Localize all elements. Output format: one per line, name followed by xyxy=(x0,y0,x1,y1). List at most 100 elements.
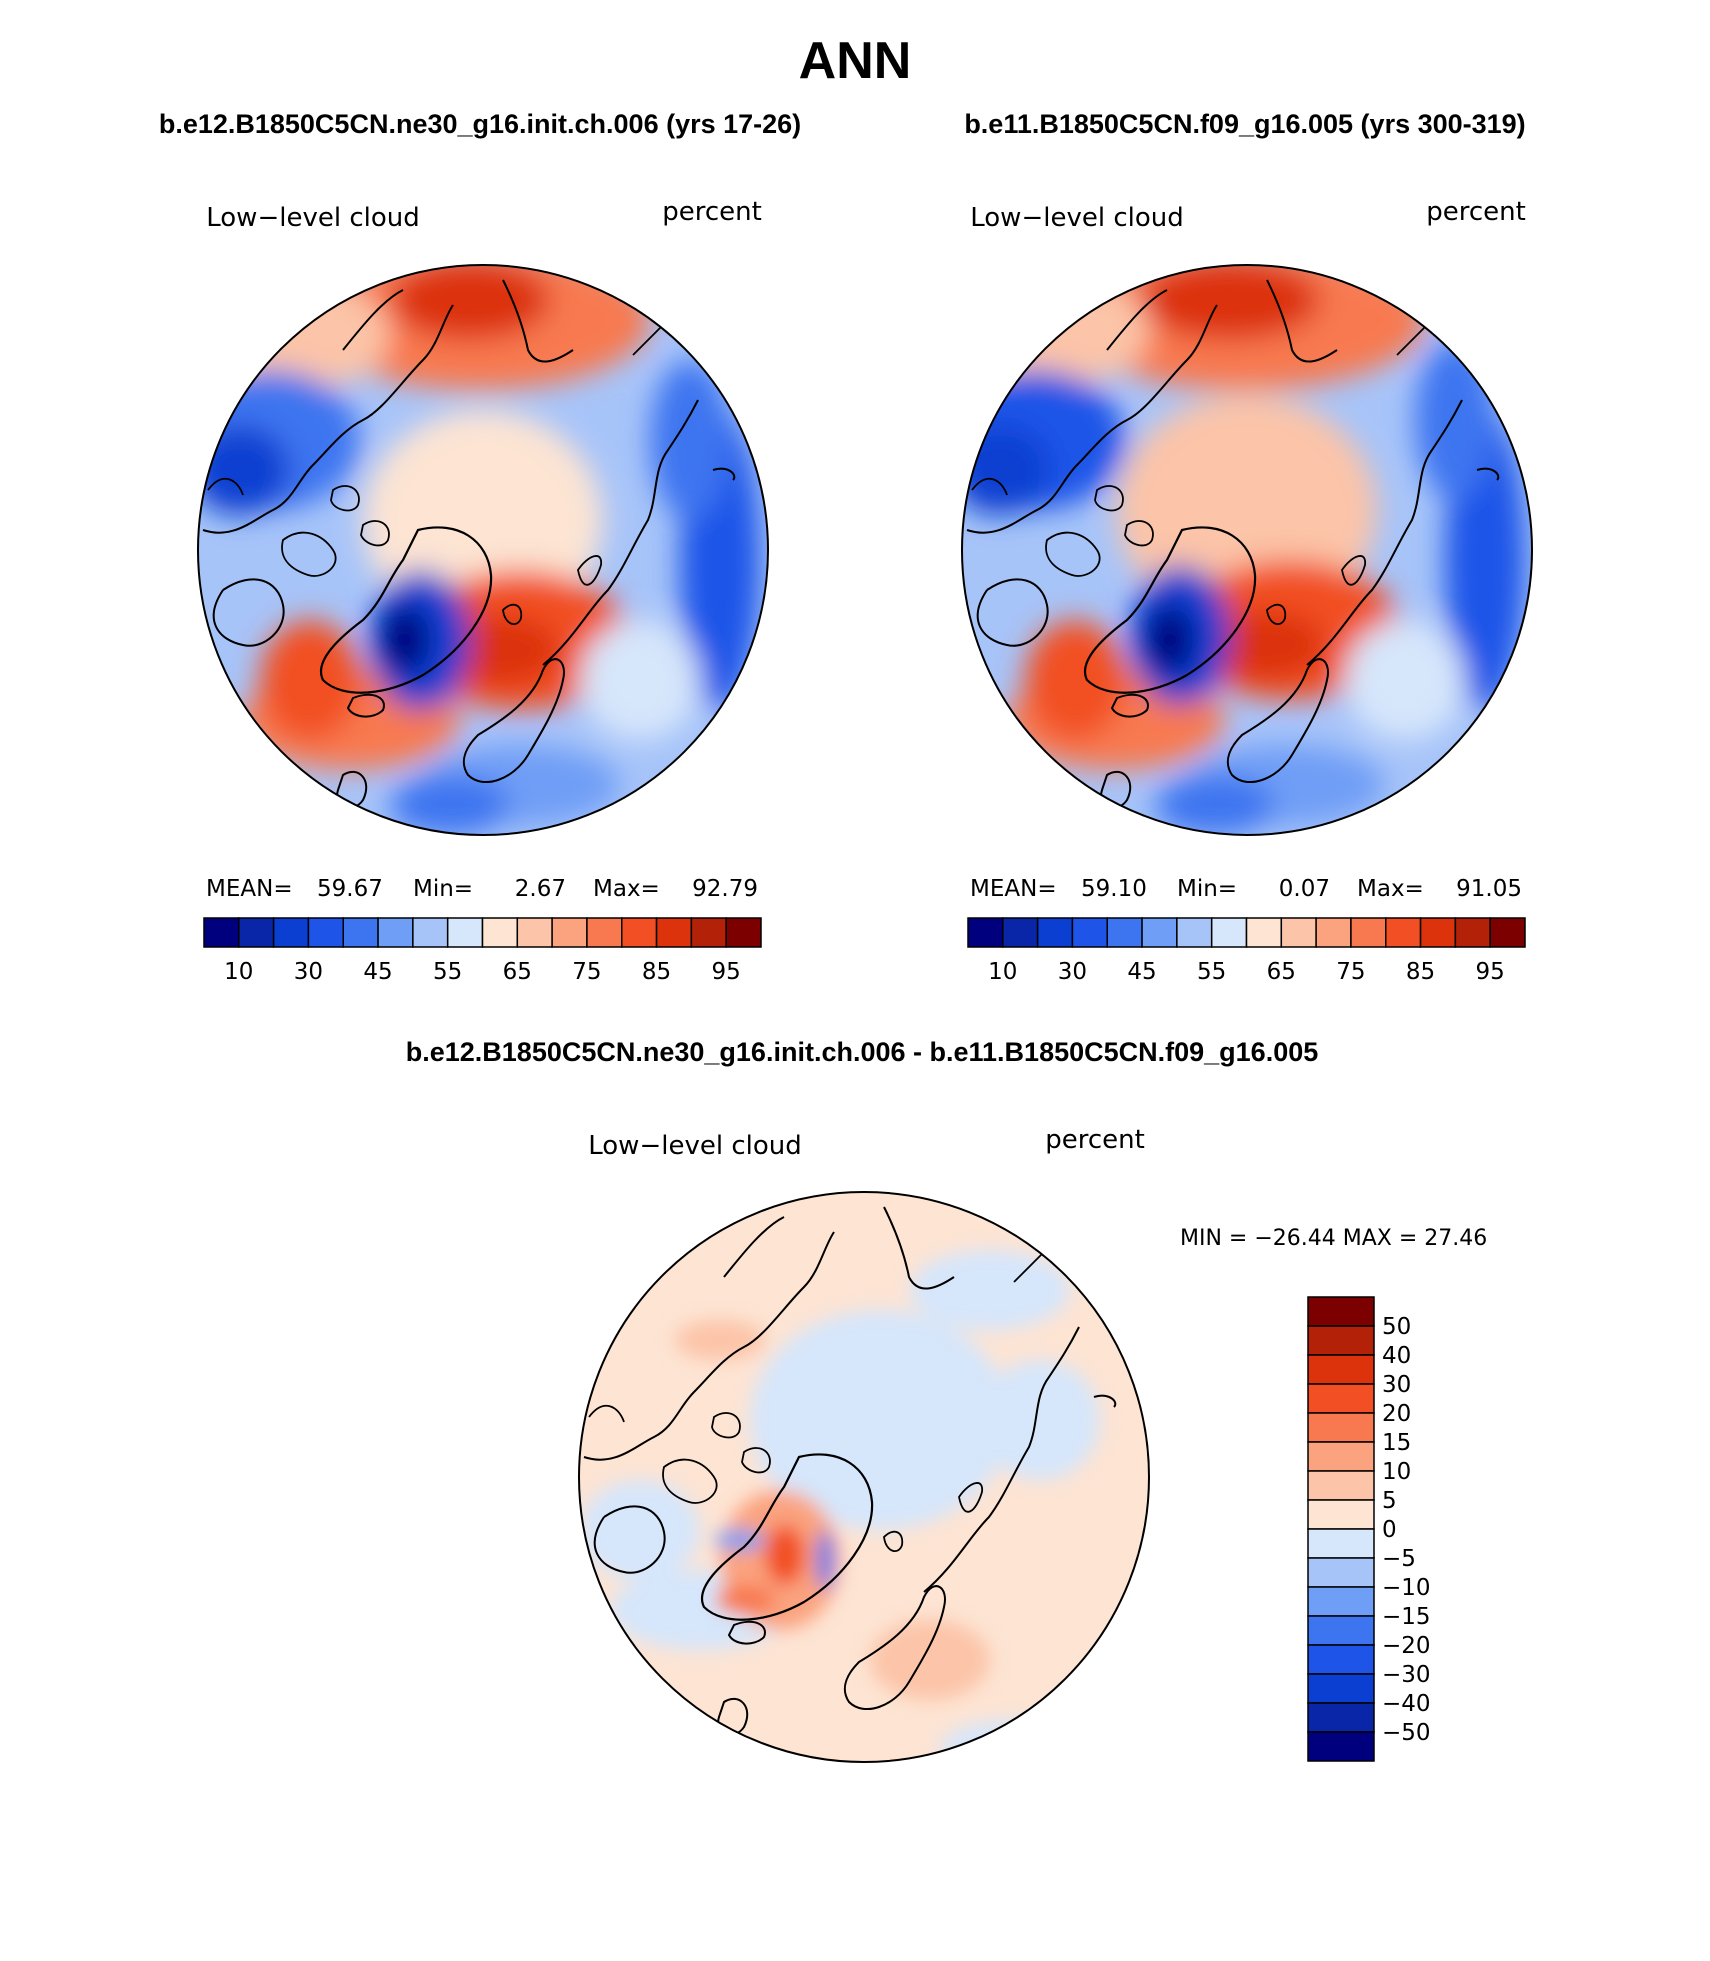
colorbar-tick-label: 75 xyxy=(572,959,601,985)
panel-right-min-label: Min= xyxy=(1177,876,1237,902)
colorbar-tick-label: 15 xyxy=(1382,1430,1411,1456)
colorbar-tick-label: −50 xyxy=(1382,1720,1431,1746)
colorbar-tick-label: −40 xyxy=(1382,1691,1431,1717)
polar-map-right xyxy=(962,265,1532,835)
colorbar-swatch xyxy=(1307,1441,1375,1472)
panel-left-min: 2.67 xyxy=(515,876,566,902)
colorbar-tick-label: −20 xyxy=(1382,1633,1431,1659)
colorbar-swatch xyxy=(307,917,344,948)
colorbar-swatch xyxy=(481,917,519,948)
difference-minmax: MIN = −26.44 MAX = 27.46 xyxy=(1180,1226,1487,1251)
colorbar-swatch xyxy=(412,917,449,948)
colorbar-swatch xyxy=(1307,1470,1375,1501)
colorbar-tick-label: 0 xyxy=(1382,1517,1397,1543)
colorbar-swatch xyxy=(655,917,693,948)
colorbar-tick-label: 20 xyxy=(1382,1401,1411,1427)
colorbar-swatch xyxy=(1307,1296,1375,1327)
colorbar-swatch xyxy=(586,917,623,948)
colorbar-swatch xyxy=(1489,917,1526,948)
colorbar-swatch xyxy=(1307,1644,1375,1675)
colorbar-tick-label: 10 xyxy=(224,959,253,985)
panel-right-variable: Low−level cloud xyxy=(970,203,1183,233)
colorbar-swatch xyxy=(1106,917,1143,948)
colorbar-swatch xyxy=(725,917,762,948)
colorbar-swatch xyxy=(1307,1499,1375,1530)
colorbar-swatch xyxy=(516,917,553,948)
colorbar-tick-label: 95 xyxy=(712,959,741,985)
colorbar-tick-label: 55 xyxy=(1197,959,1226,985)
colorbar-swatch xyxy=(1307,1557,1375,1588)
colorbar-swatch xyxy=(1307,1412,1375,1443)
colorbar-swatch xyxy=(1350,917,1387,948)
colorbar-tick-label: −5 xyxy=(1382,1546,1416,1572)
colorbar-tick-label: 30 xyxy=(1058,959,1087,985)
difference-units: percent xyxy=(1045,1125,1145,1155)
panel-left-max: 92.79 xyxy=(692,876,758,902)
colorbar-swatch xyxy=(342,917,379,948)
polar-map-left xyxy=(198,265,768,835)
panel-right-colorbar-labels: 10 30 45 55 65 75 85 95 xyxy=(988,959,1505,985)
colorbar-swatch xyxy=(1245,917,1283,948)
colorbar-tick-label: 85 xyxy=(642,959,671,985)
colorbar-swatch xyxy=(1419,917,1457,948)
colorbar-swatch xyxy=(1307,1702,1375,1733)
panel-left-mean: 59.67 xyxy=(317,876,383,902)
colorbar-tick-label: 65 xyxy=(503,959,532,985)
colorbar-swatch xyxy=(621,917,658,948)
colorbar-swatch xyxy=(1307,1586,1375,1617)
colorbar-tick-label: 55 xyxy=(433,959,462,985)
colorbar-swatch xyxy=(1307,1383,1375,1414)
colorbar-swatch xyxy=(1036,917,1074,948)
colorbar-swatch xyxy=(1002,917,1039,948)
colorbar-tick-label: 95 xyxy=(1476,959,1505,985)
colorbar-swatch xyxy=(1307,1354,1375,1385)
colorbar-swatch xyxy=(1210,917,1248,948)
colorbar-swatch xyxy=(1141,917,1178,948)
panel-difference: b.e12.B1850C5CN.ne30_g16.init.ch.006 - b… xyxy=(406,1037,1487,1763)
panel-right-title: b.e11.B1850C5CN.f09_g16.005 (yrs 300-319… xyxy=(964,109,1525,139)
panel-left-mean-label: MEAN= xyxy=(206,876,293,902)
colorbar-tick-label: 5 xyxy=(1382,1488,1397,1514)
panel-left-units: percent xyxy=(662,197,762,227)
colorbar-tick-label: 30 xyxy=(294,959,323,985)
colorbar-tick-label: −10 xyxy=(1382,1575,1431,1601)
colorbar-swatch xyxy=(1071,917,1108,948)
colorbar-tick-label: 30 xyxy=(1382,1372,1411,1398)
colorbar-tick-label: 85 xyxy=(1406,959,1435,985)
panel-right-mean-label: MEAN= xyxy=(970,876,1057,902)
colorbar-tick-label: 45 xyxy=(1127,959,1156,985)
colorbar-swatch xyxy=(1307,1615,1375,1646)
panel-right: b.e11.B1850C5CN.f09_g16.005 (yrs 300-319… xyxy=(961,109,1533,985)
panel-left: b.e12.B1850C5CN.ne30_g16.init.ch.006 (yr… xyxy=(159,109,801,985)
panel-left-min-label: Min= xyxy=(413,876,473,902)
colorbar-tick-label: 40 xyxy=(1382,1343,1411,1369)
colorbar-swatch xyxy=(1307,1528,1375,1559)
difference-colorbar xyxy=(1307,1296,1375,1762)
colorbar-swatch xyxy=(1307,1325,1375,1356)
panel-right-max-label: Max= xyxy=(1357,876,1424,902)
colorbar-tick-label: 75 xyxy=(1336,959,1365,985)
colorbar-swatch xyxy=(1315,917,1352,948)
colorbar-swatch xyxy=(1385,917,1422,948)
panel-right-min: 0.07 xyxy=(1279,876,1330,902)
colorbar-swatch xyxy=(1454,917,1491,948)
colorbar-tick-label: −15 xyxy=(1382,1604,1431,1630)
colorbar-swatch xyxy=(1307,1673,1375,1704)
colorbar-swatch xyxy=(377,917,414,948)
colorbar-swatch xyxy=(272,917,310,948)
colorbar-swatch xyxy=(1280,917,1317,948)
panel-left-colorbar-labels: 10 30 45 55 65 75 85 95 xyxy=(224,959,741,985)
figure-title: ANN xyxy=(799,32,912,90)
colorbar-swatch xyxy=(203,917,240,948)
difference-title: b.e12.B1850C5CN.ne30_g16.init.ch.006 - b… xyxy=(406,1037,1319,1067)
colorbar-swatch xyxy=(967,917,1004,948)
colorbar-tick-label: 65 xyxy=(1267,959,1296,985)
colorbar-tick-label: −30 xyxy=(1382,1662,1431,1688)
panel-right-max: 91.05 xyxy=(1456,876,1522,902)
panel-left-title: b.e12.B1850C5CN.ne30_g16.init.ch.006 (yr… xyxy=(159,109,801,139)
colorbar-swatch xyxy=(690,917,727,948)
colorbar-tick-label: 10 xyxy=(988,959,1017,985)
colorbar-swatch xyxy=(238,917,275,948)
